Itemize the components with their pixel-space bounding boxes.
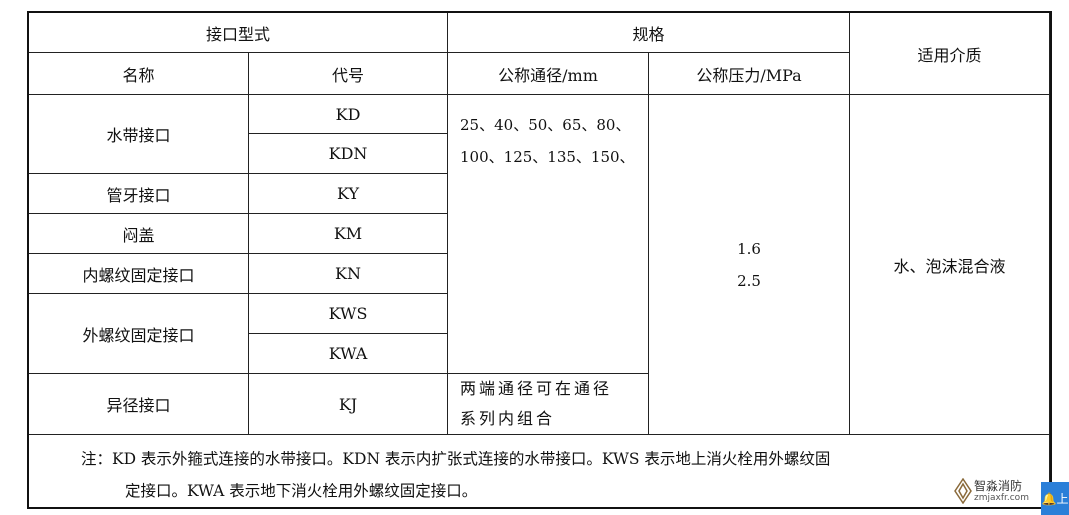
row-code: KWA — [247, 333, 449, 374]
header-interface-type: 接口型式 — [27, 12, 449, 53]
row-name: 内螺纹固定接口 — [28, 253, 249, 294]
header-nominal-diameter: 公称通径/mm — [447, 52, 650, 95]
row-code: KJ — [247, 373, 449, 435]
pressure-values: 1.6 2.5 — [648, 94, 851, 435]
diameter-list: 25、40、50、65、80、 100、125、135、150、 — [447, 94, 650, 374]
header-code: 代号 — [247, 52, 449, 95]
interface-spec-table: 接口型式 规格 适用介质 名称 代号 公称通径/mm 公称压力/MPa 水带接口… — [27, 12, 1051, 508]
row-code: KY — [247, 173, 449, 214]
header-spec: 规格 — [447, 12, 851, 53]
diameter-combo-note: 两端通径可在通径 系列内组合 — [447, 373, 650, 435]
row-name: 外螺纹固定接口 — [28, 293, 249, 374]
side-button-label: 上 — [1056, 492, 1069, 506]
row-code: KWS — [247, 293, 449, 334]
combo-line: 系列内组合 — [460, 409, 556, 428]
row-code: KM — [247, 213, 449, 254]
row-name: 异径接口 — [28, 373, 249, 435]
watermark-url: zmjaxfr.com — [974, 492, 1029, 503]
pressure-value: 2.5 — [737, 271, 761, 290]
diameter-line: 100、125、135、150、 — [460, 148, 635, 166]
table-note: 注：KD 表示外箍式连接的水带接口。KDN 表示内扩张式连接的水带接口。KWS … — [27, 434, 1051, 508]
row-code: KD — [247, 94, 449, 134]
header-nominal-pressure: 公称压力/MPa — [648, 52, 851, 95]
pressure-value: 1.6 — [737, 239, 761, 258]
note-line: 注：KD 表示外箍式连接的水带接口。KDN 表示内扩张式连接的水带接口。KWS … — [81, 450, 831, 468]
watermark-logo-icon — [954, 478, 972, 504]
note-line: 定接口。KWA 表示地下消火栓用外螺纹固定接口。 — [125, 482, 478, 500]
side-up-button[interactable]: 🔔 上 — [1041, 482, 1069, 515]
row-code: KDN — [247, 133, 449, 174]
diameter-line: 25、40、50、65、80、 — [460, 116, 631, 134]
header-medium: 适用介质 — [849, 12, 1051, 95]
watermark-name: 智淼消防 — [974, 478, 1023, 493]
row-code: KN — [247, 253, 449, 294]
medium-value: 水、泡沫混合液 — [849, 94, 1051, 435]
row-name: 水带接口 — [28, 94, 249, 174]
row-name: 管牙接口 — [28, 173, 249, 214]
bell-icon: 🔔 — [1041, 491, 1057, 506]
row-name: 闷盖 — [28, 213, 249, 254]
watermark: 智淼消防 zmjaxfr.com — [952, 478, 1029, 504]
combo-line: 两端通径可在通径 — [460, 379, 613, 398]
header-name: 名称 — [28, 52, 249, 95]
